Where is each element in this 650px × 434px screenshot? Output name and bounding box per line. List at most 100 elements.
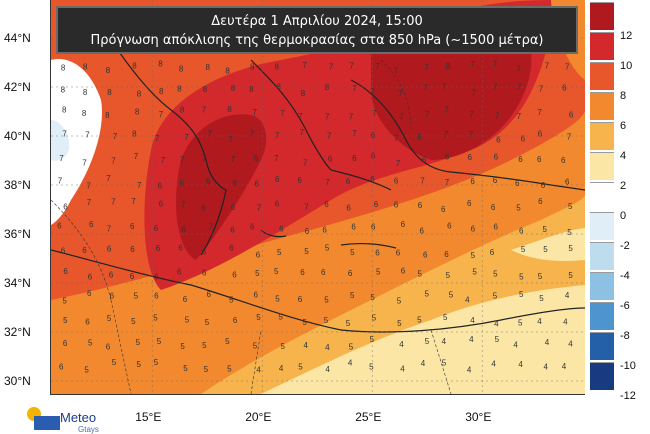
- anomaly-value-label: 7: [425, 110, 430, 119]
- anomaly-value-label: 5: [495, 335, 500, 344]
- anomaly-value-label: 6: [521, 134, 526, 143]
- anomaly-value-label: 6: [202, 269, 207, 278]
- legend-tick-label: -6: [620, 300, 630, 312]
- anomaly-value-label: 6: [321, 268, 326, 277]
- anomaly-value-label: 7: [62, 129, 67, 138]
- anomaly-value-label: 8: [158, 60, 163, 69]
- anomaly-value-label: 6: [490, 248, 495, 257]
- anomaly-value-label: 5: [543, 245, 548, 254]
- longitude-label: 15°E: [135, 410, 162, 424]
- legend-swatch: [590, 332, 614, 360]
- anomaly-value-label: 5: [538, 272, 543, 281]
- anomaly-value-label: 6: [87, 289, 92, 298]
- anomaly-value-label: 6: [371, 223, 376, 232]
- logo-block-icon: [34, 416, 60, 430]
- anomaly-value-label: 6: [418, 201, 423, 210]
- anomaly-value-label: 7: [493, 60, 498, 69]
- anomaly-value-label: 6: [130, 222, 135, 231]
- temperature-anomaly-map: 8 8 88 88 8 8 8 8 7 7 7 77 7 8 7 77 7 78 8 8 8 8 8 8 8 8 888 7 7 77 77…: [51, 0, 585, 394]
- anomaly-value-label: 7: [424, 83, 429, 92]
- anomaly-value-label: 6: [447, 222, 452, 231]
- anomaly-value-label: 7: [253, 108, 258, 117]
- anomaly-value-label: 4: [442, 337, 447, 346]
- anomaly-value-label: 7: [202, 154, 207, 163]
- anomaly-value-label: 8: [206, 63, 211, 72]
- anomaly-value-label: 5: [253, 342, 258, 351]
- legend-tick-label: 12: [620, 30, 633, 42]
- anomaly-value-label: 7: [209, 222, 214, 231]
- anomaly-value-label: 5: [84, 366, 89, 375]
- map-title-line2: Πρόγνωση απόκλισης της θερμοκρασίας στα …: [90, 33, 544, 48]
- anomaly-value-label: 7: [325, 178, 330, 187]
- anomaly-value-label: 7: [274, 154, 279, 163]
- anomaly-value-label: 7: [352, 129, 357, 138]
- anomaly-value-label: 6: [298, 176, 303, 185]
- anomaly-value-label: 6: [351, 223, 356, 232]
- anomaly-value-label: 4: [491, 360, 496, 369]
- anomaly-value-label: 5: [493, 269, 498, 278]
- anomaly-value-label: 6: [59, 363, 64, 372]
- anomaly-value-label: 6: [275, 199, 280, 208]
- anomaly-value-label: 4: [467, 366, 472, 375]
- anomaly-value-label: 6: [107, 244, 112, 253]
- anomaly-value-label: 7: [302, 61, 307, 70]
- anomaly-value-label: 6: [88, 273, 93, 282]
- anomaly-value-label: 6: [441, 205, 446, 214]
- anomaly-value-label: 5: [350, 248, 355, 257]
- anomaly-value-label: 5: [256, 313, 261, 322]
- anomaly-field-0: [51, 59, 102, 226]
- anomaly-value-label: 5: [397, 319, 402, 328]
- anomaly-value-label: 7: [442, 82, 447, 91]
- anomaly-value-label: 4: [470, 316, 475, 325]
- anomaly-value-label: 5: [493, 291, 498, 300]
- anomaly-value-label: 7: [228, 135, 233, 144]
- anomaly-value-label: 7: [399, 112, 404, 121]
- anomaly-value-label: 7: [257, 203, 262, 212]
- latitude-label: 32°N: [4, 325, 31, 339]
- anomaly-value-label: 5: [349, 342, 354, 351]
- anomaly-value-label: 5: [449, 290, 454, 299]
- anomaly-value-label: 5: [229, 295, 234, 304]
- anomaly-value-label: 5: [519, 272, 524, 281]
- anomaly-value-label: 5: [112, 358, 117, 367]
- anomaly-value-label: 7: [394, 66, 399, 75]
- anomaly-value-label: 5: [521, 245, 526, 254]
- anomaly-value-label: 6: [201, 203, 206, 212]
- anomaly-value-label: 5: [131, 317, 136, 326]
- anomaly-value-label: 5: [205, 318, 210, 327]
- anomaly-value-label: 6: [515, 179, 520, 188]
- anomaly-value-label: 8: [325, 83, 330, 92]
- anomaly-value-label: 6: [538, 197, 543, 206]
- anomaly-value-label: 7: [445, 178, 450, 187]
- legend-swatch: [590, 302, 614, 330]
- anomaly-value-label: 5: [202, 341, 207, 350]
- meteo-logo: [27, 407, 60, 430]
- anomaly-value-label: 5: [543, 225, 548, 234]
- anomaly-value-label: 8: [203, 85, 208, 94]
- anomaly-value-label: 8: [83, 88, 88, 97]
- legend-tick-label: -8: [620, 330, 630, 342]
- anomaly-value-label: 6: [444, 250, 449, 259]
- anomaly-value-label: 7: [539, 84, 544, 93]
- anomaly-value-label: 7: [85, 131, 90, 140]
- anomaly-value-label: 7: [208, 129, 213, 138]
- anomaly-value-label: 4: [465, 295, 470, 304]
- anomaly-value-label: 7: [445, 106, 450, 115]
- anomaly-value-label: 6: [352, 154, 357, 163]
- anomaly-value-label: 6: [322, 225, 327, 234]
- anomaly-value-label: 8: [177, 85, 182, 94]
- anomaly-value-label: 7: [180, 156, 185, 165]
- anomaly-value-label: 5: [324, 296, 329, 305]
- anomaly-value-label: 7: [250, 129, 255, 138]
- anomaly-value-label: 6: [417, 132, 422, 141]
- anomaly-value-label: 7: [155, 134, 160, 143]
- anomaly-value-label: 7: [329, 63, 334, 72]
- anomaly-value-label: 8: [106, 66, 111, 75]
- anomaly-field-neg2: [51, 120, 70, 161]
- anomaly-value-label: 7: [181, 201, 186, 210]
- anomaly-value-label: 7: [202, 106, 207, 115]
- anomaly-value-label: 6: [370, 175, 375, 184]
- anomaly-value-label: 6: [255, 180, 260, 189]
- anomaly-value-label: 5: [471, 251, 476, 260]
- latitude-label: 36°N: [4, 227, 31, 241]
